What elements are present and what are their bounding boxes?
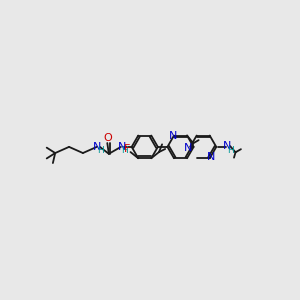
Text: N: N bbox=[169, 131, 177, 141]
Text: N: N bbox=[93, 142, 102, 152]
Text: N: N bbox=[118, 142, 126, 152]
Text: N: N bbox=[207, 152, 215, 162]
Text: H: H bbox=[122, 146, 128, 155]
Text: F: F bbox=[124, 144, 130, 154]
Text: N: N bbox=[184, 143, 192, 153]
Text: N: N bbox=[223, 141, 231, 151]
Text: H: H bbox=[227, 146, 233, 155]
Text: O: O bbox=[104, 134, 112, 143]
Text: H: H bbox=[97, 146, 104, 155]
